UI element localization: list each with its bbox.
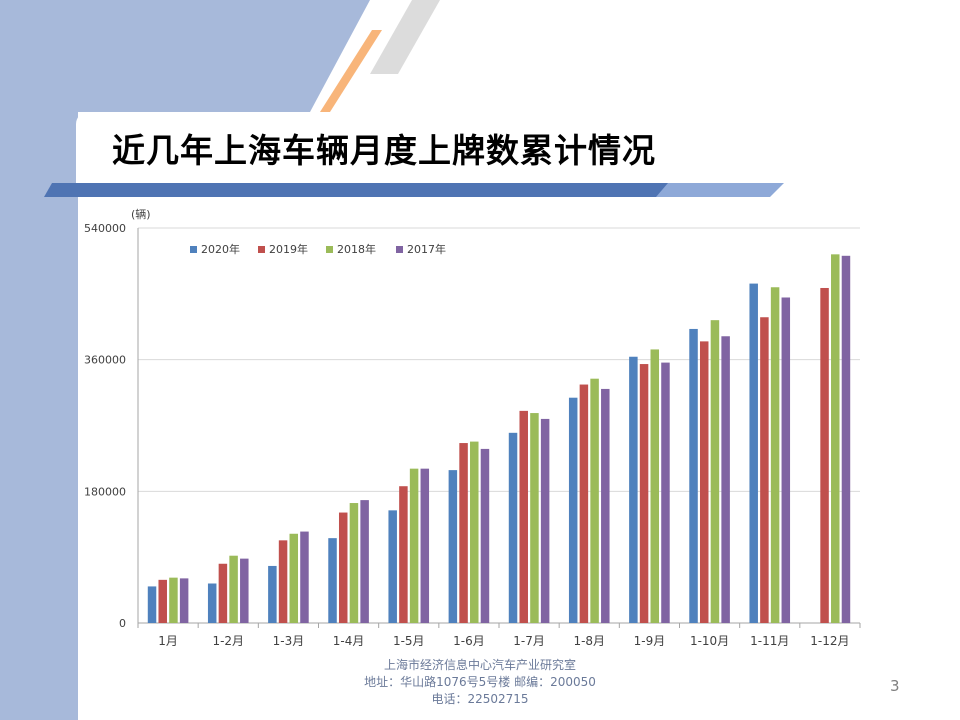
legend-swatch [396,246,403,253]
x-tick-label: 1-7月 [513,634,545,648]
x-tick-label: 1-3月 [273,634,305,648]
bar [841,255,851,623]
bar [240,558,249,623]
x-tick-label: 1-8月 [573,634,605,648]
x-tick-label: 1-5月 [393,634,425,648]
x-tick-label: 1-6月 [453,634,485,648]
bar [218,563,228,623]
bar [388,510,397,623]
legend-swatch [190,246,197,253]
bar [300,531,309,623]
bar [590,378,599,623]
bar [169,577,178,623]
bar [579,384,589,623]
x-tick-label: 1-2月 [212,634,244,648]
bar [459,443,468,623]
footer-org: 上海市经济信息中心汽车产业研究室 [383,658,576,672]
y-tick-label: 540000 [84,222,126,235]
footer-address: 地址：华山路1076号5号楼 邮编：200050 [364,675,596,689]
bar [470,441,479,623]
bars [147,254,851,624]
bar [831,254,840,624]
bar [661,362,670,623]
bar [508,432,518,623]
x-tick-label: 1-10月 [690,634,729,648]
legend-label: 2019年 [269,242,308,256]
bar [519,410,528,623]
bar [639,364,649,623]
bar [540,418,550,623]
bar [480,448,490,623]
legend-label: 2018年 [337,242,376,256]
page-title: 近几年上海车辆月度上牌数累计情况 [112,131,656,170]
legend-swatch [326,246,333,253]
y-tick-label: 180000 [84,485,126,498]
bar [568,397,578,623]
bar [179,578,189,623]
bar [530,413,539,623]
bar [349,503,359,623]
y-tick-label: 0 [119,617,126,630]
y-tick-label: 360000 [84,354,126,367]
bar [268,565,277,623]
bar [409,468,419,623]
grid-lines [138,227,860,492]
bar [420,468,430,623]
axes [137,228,861,628]
x-tick-label: 1-11月 [750,634,789,648]
bar [158,579,167,623]
bar [289,533,299,623]
bar [147,586,157,623]
bar [689,328,698,623]
bar [448,470,458,623]
bar [207,583,217,623]
bar [229,555,238,623]
left-decor-band [0,0,78,720]
legend-label: 2017年 [407,242,446,256]
top-decor-band [0,0,370,112]
footer-phone: 电话：22502715 [431,692,529,706]
bar [338,512,348,623]
bar [710,320,720,623]
bar [399,486,408,623]
legend-label: 2020年 [201,242,240,256]
legend: 2020年 2019年 2018年 2017年 [190,242,446,256]
y-axis-label: (辆) [131,207,151,221]
title-panel [76,112,960,186]
x-tick-label: 1-4月 [333,634,365,648]
bar [360,500,369,623]
bar [278,540,288,623]
bar [328,538,337,623]
legend-swatch [258,246,265,253]
bar [781,297,791,623]
bar [601,388,610,623]
bar [699,341,709,623]
bar [820,287,829,623]
x-tick-label: 1-12月 [810,634,849,648]
x-tick-label: 1-9月 [634,634,666,648]
bar [629,356,638,623]
bar [721,336,730,623]
tick-labels: 0 180000 360000 540000 1月 1-2月 1-3月 1-4月 1-5月 1-6… [84,222,850,648]
bar [760,317,769,623]
page-number: 3 [890,677,900,695]
bar [770,287,780,623]
bar [650,349,660,623]
x-tick-label: 1月 [158,634,178,648]
bar [749,283,758,623]
